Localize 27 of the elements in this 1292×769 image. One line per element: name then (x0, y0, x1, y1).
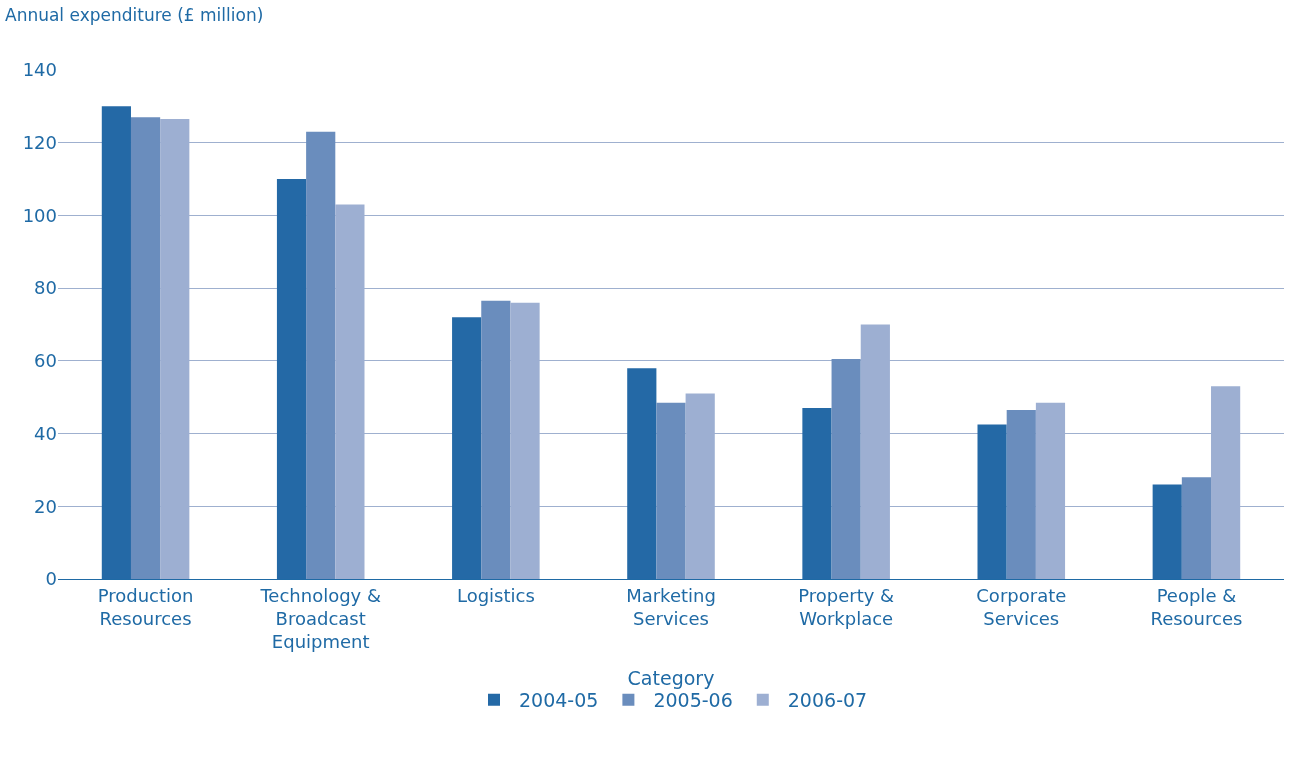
y-tick-label: 60 (34, 350, 57, 372)
y-tick-label: 40 (34, 422, 57, 444)
legend-label: 2006-07 (787, 689, 868, 712)
x-tick-label: Property & Workplace (798, 584, 895, 629)
y-tick-label: 20 (34, 495, 57, 517)
y-tick-label: 80 (34, 277, 57, 299)
bar (831, 359, 861, 579)
bar (130, 117, 161, 579)
bar (481, 300, 511, 579)
y-tick-label: 100 (22, 204, 57, 226)
bar (306, 131, 336, 579)
bar (1006, 409, 1036, 579)
legend-label: 2005-06 (653, 689, 733, 712)
x-tick-label: Technology & Broadcast Equipment (259, 584, 382, 653)
x-tick-label: Marketing Services (626, 584, 716, 629)
y-tick-label: 0 (45, 568, 57, 590)
y-axis-title: Annual expenditure (£ million) (5, 5, 264, 25)
x-axis-title: Category (627, 667, 715, 690)
bar (656, 402, 686, 579)
legend-label: 2004-05 (519, 689, 599, 712)
x-tick-label: Production Resources (97, 584, 194, 629)
x-tick-label: Corporate Services (976, 584, 1067, 629)
x-tick-label: People & Resources (1150, 584, 1243, 629)
bar (1181, 477, 1212, 579)
x-tick-label: Logistics (456, 584, 535, 606)
y-tick-label: 140 (22, 59, 57, 81)
y-tick-label: 120 (22, 132, 57, 154)
